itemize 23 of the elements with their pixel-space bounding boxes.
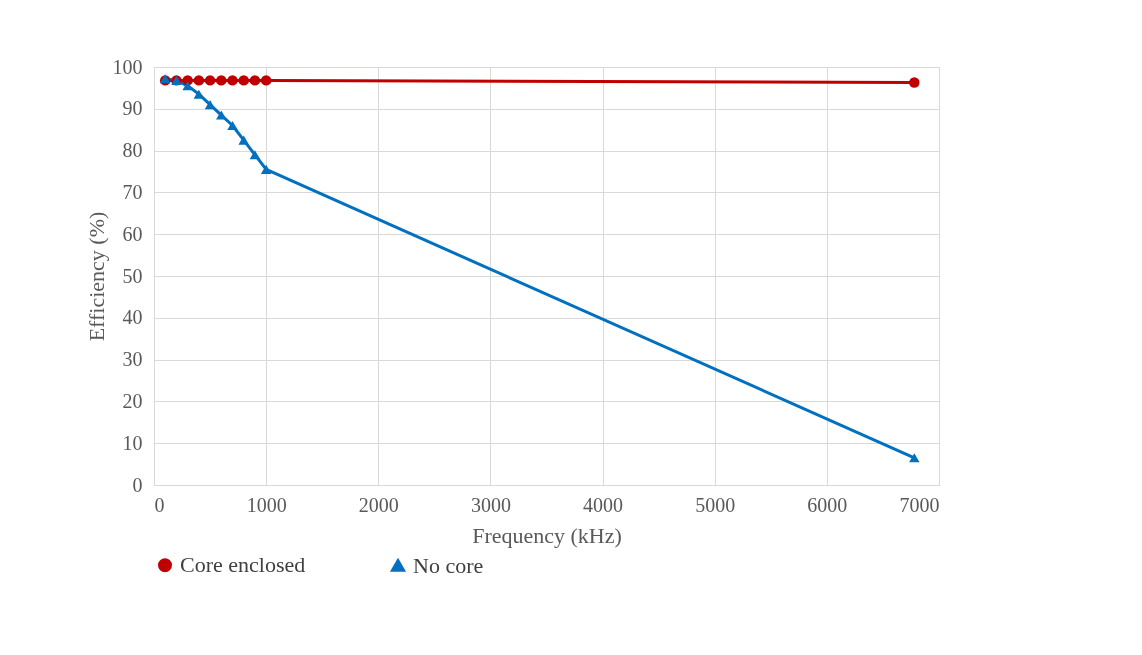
y-tick-label: 40	[122, 306, 143, 329]
x-tick-label: 2000	[358, 493, 399, 516]
y-axis-title: Efficiency (%)	[83, 211, 109, 342]
x-tick-label: 6000	[807, 493, 848, 516]
y-tick-label: 0	[132, 473, 143, 496]
x-tick-label: 5000	[695, 493, 736, 516]
y-tick-label: 20	[122, 389, 143, 412]
y-tick-label: 50	[122, 264, 143, 287]
x-axis-title: Frequency (kHz)	[472, 522, 622, 548]
x-tick-label: 1000	[246, 493, 287, 516]
y-tick-label: 10	[122, 431, 143, 454]
y-tick-label: 80	[122, 139, 143, 162]
legend-label: Core enclosed	[180, 552, 306, 578]
y-tick-label: 100	[112, 55, 143, 78]
x-tick-label: 3000	[470, 493, 511, 516]
y-tick-label: 70	[122, 180, 143, 203]
x-tick-label: 4000	[583, 493, 624, 516]
x-tick-label: 7000	[899, 493, 940, 516]
y-tick-label: 90	[122, 97, 143, 120]
y-tick-label: 30	[122, 348, 143, 371]
x-tick-label: 0	[154, 493, 165, 516]
y-tick-label: 60	[122, 222, 143, 245]
legend-label: No core	[413, 552, 484, 578]
